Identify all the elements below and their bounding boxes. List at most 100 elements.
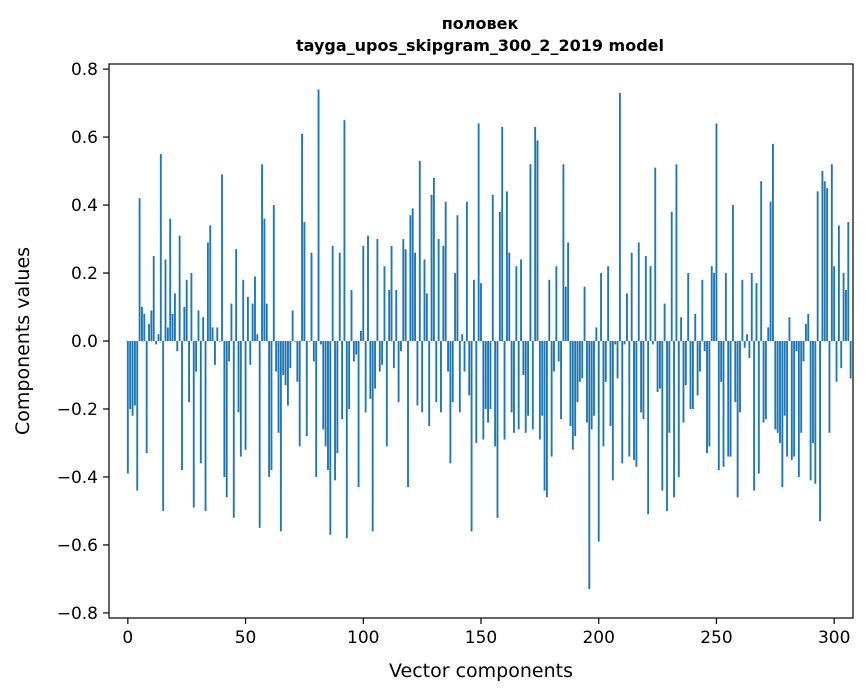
bar-217 <box>637 242 640 341</box>
bar-187 <box>567 242 570 341</box>
bar-243 <box>699 341 701 372</box>
x-tick-label-0: 0 <box>122 628 133 648</box>
bar-161 <box>505 191 508 341</box>
bar-97 <box>355 341 358 355</box>
bar-183 <box>557 341 560 362</box>
bar-88 <box>334 341 336 481</box>
bar-200 <box>597 341 600 542</box>
bar-55 <box>256 334 259 341</box>
bar-106 <box>376 239 379 341</box>
bar-179 <box>548 279 551 341</box>
bar-258 <box>734 341 737 403</box>
y-tick-label-7: 0.6 <box>71 128 98 148</box>
x-tick-label-200: 200 <box>582 628 614 648</box>
bar-162 <box>508 252 511 341</box>
bar-275 <box>774 341 777 430</box>
bar-57 <box>261 164 263 341</box>
bar-241 <box>694 313 697 341</box>
bar-172 <box>531 341 534 430</box>
bar-296 <box>823 181 826 341</box>
bar-221 <box>647 341 650 515</box>
bar-1 <box>129 341 132 409</box>
bar-47 <box>237 341 240 413</box>
bar-48 <box>239 341 242 457</box>
x-tick-label-250: 250 <box>700 628 732 648</box>
bar-288 <box>804 324 807 341</box>
bar-280 <box>786 341 789 457</box>
bar-220 <box>644 256 647 341</box>
bar-199 <box>595 327 598 341</box>
bar-278 <box>781 341 784 488</box>
bar-19 <box>171 313 174 341</box>
y-axis-ticks: −0.8 −0.6 −0.4 −0.2 0.0 0.2 0.4 0.6 0.8 <box>57 60 109 624</box>
bar-93 <box>345 341 348 539</box>
bar-206 <box>611 341 614 481</box>
bar-104 <box>371 341 374 532</box>
bar-203 <box>604 341 607 382</box>
bar-283 <box>793 341 796 457</box>
bar-229 <box>666 341 668 511</box>
bar-157 <box>496 341 499 518</box>
bar-246 <box>706 341 708 454</box>
bar-18 <box>169 218 172 341</box>
bar-35 <box>209 225 212 341</box>
bar-75 <box>303 222 306 341</box>
bar-71 <box>294 341 296 342</box>
bar-182 <box>555 266 558 341</box>
bar-119 <box>407 341 409 488</box>
bar-189 <box>571 341 574 450</box>
y-tick-label-8: 0.8 <box>71 60 98 80</box>
bar-141 <box>458 341 461 413</box>
bar-174 <box>536 140 539 341</box>
bar-197 <box>590 341 593 430</box>
bar-96 <box>352 341 355 362</box>
bar-135 <box>444 201 447 341</box>
bar-286 <box>800 341 803 433</box>
bar-87 <box>331 245 334 341</box>
bar-171 <box>529 164 532 341</box>
bar-231 <box>670 211 673 341</box>
bar-261 <box>741 279 744 341</box>
bar-65 <box>279 341 282 532</box>
bar-191 <box>576 341 579 403</box>
bar-54 <box>254 276 256 341</box>
bar-273 <box>769 201 772 341</box>
bar-279 <box>783 341 786 416</box>
bar-198 <box>593 341 595 416</box>
bar-267 <box>755 283 758 341</box>
x-tick-label-300: 300 <box>818 628 850 648</box>
bar-237 <box>684 341 687 386</box>
bar-304 <box>842 273 845 341</box>
bar-131 <box>435 341 438 403</box>
bar-109 <box>383 266 386 341</box>
bar-270 <box>762 341 765 423</box>
bar-148 <box>475 341 478 443</box>
bar-130 <box>432 177 435 341</box>
bar-156 <box>494 341 497 447</box>
bar-145 <box>468 341 471 396</box>
bar-39 <box>218 341 221 342</box>
bar-23 <box>181 341 183 471</box>
bar-68 <box>286 341 289 406</box>
bar-72 <box>296 341 299 382</box>
chart-title-line2: tayga_upos_skipgram_300_2_2019 model <box>296 36 664 55</box>
bar-146 <box>470 341 473 532</box>
bar-255 <box>727 341 730 457</box>
bar-86 <box>329 341 332 535</box>
bar-233 <box>675 164 678 341</box>
bar-303 <box>840 341 843 369</box>
bar-21 <box>176 341 179 352</box>
bar-163 <box>510 341 513 413</box>
bar-160 <box>503 341 506 440</box>
bar-92 <box>343 120 346 341</box>
bar-56 <box>258 341 261 528</box>
bar-180 <box>550 341 553 457</box>
bar-253 <box>722 341 725 467</box>
bar-276 <box>776 341 779 433</box>
bar-227 <box>661 341 664 491</box>
x-tick-label-50: 50 <box>235 628 257 648</box>
bar-210 <box>621 341 624 464</box>
bar-223 <box>651 341 654 345</box>
